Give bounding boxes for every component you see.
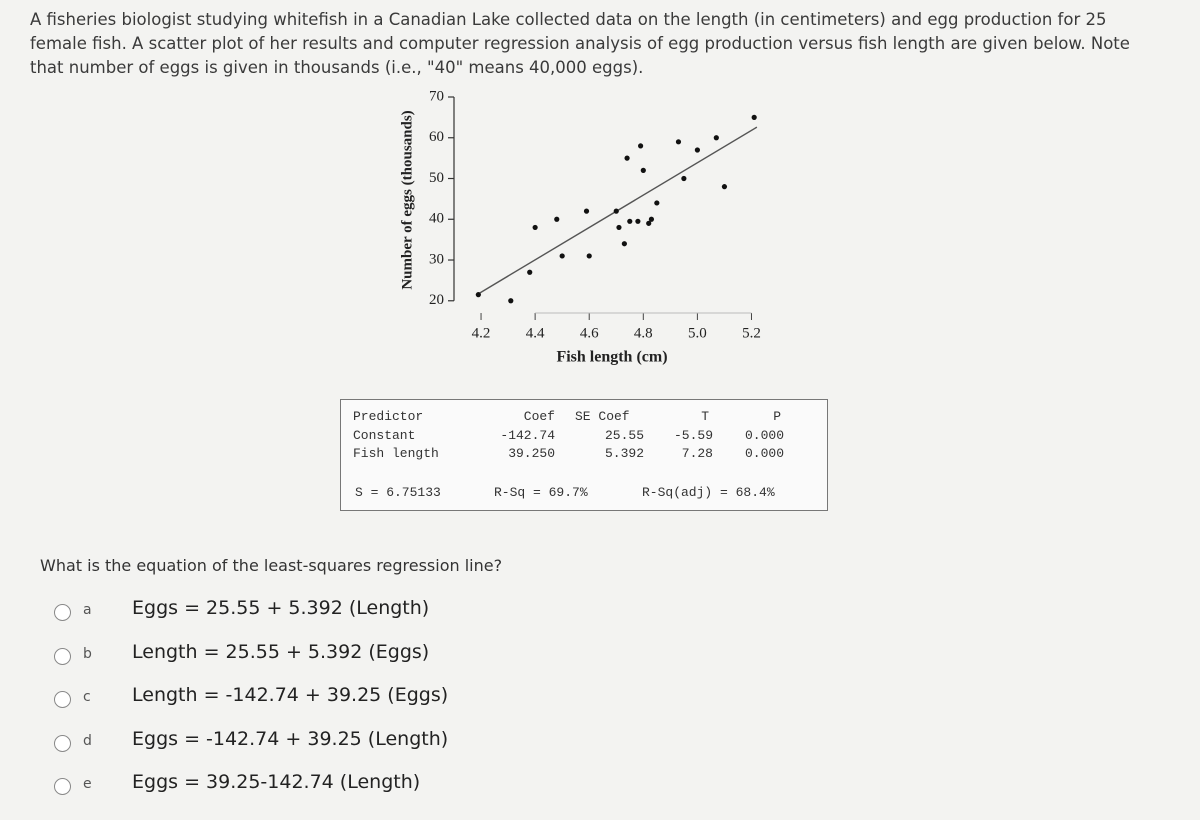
x-tick-label: 4.2 [472,325,491,341]
point [627,218,633,224]
y-axis-label: Number of eggs (thousands) [399,110,415,289]
radio-button[interactable] [54,604,71,621]
table-header: Predictor [353,409,424,424]
table-cell: Fish length [353,446,439,461]
point [640,167,646,173]
y-tick-label: 50 [429,170,444,186]
x-tick-label: 4.6 [580,325,599,341]
table-header: P [773,409,781,424]
point [613,208,619,214]
option-letter: d [83,732,92,749]
table-summary: R-Sq = 69.7% [494,485,588,500]
point [648,216,655,222]
y-tick-label: 20 [429,292,444,308]
y-tick-label: 70 [429,88,444,104]
point [694,147,700,153]
radio-button[interactable] [54,778,71,795]
point [638,143,644,149]
point [624,155,630,161]
option-letter: c [83,689,91,705]
x-tick-label: 4.4 [526,325,545,341]
point [713,135,719,141]
point [681,175,687,182]
option-text[interactable]: Eggs = 25.55 + 5.392 (Length) [132,597,430,619]
table-header: SE Coef [575,409,630,424]
option-letter: b [83,645,92,662]
y-tick-label: 60 [429,129,444,145]
x-axis-label: Fish length (cm) [556,349,667,366]
point [527,269,533,275]
table-cell: Constant [353,428,416,443]
table-cell: -142.74 [500,428,555,443]
radio-button[interactable] [54,647,71,665]
table-header: Coef [523,409,555,424]
table-cell: 0.000 [744,428,784,443]
table-cell: 5.392 [604,446,644,461]
table-cell: 39.250 [508,446,555,461]
option-text[interactable]: Eggs = -142.74 + 39.25 (Length) [132,727,449,750]
point [621,241,627,247]
x-tick-label: 5.0 [688,325,707,341]
table-summary: S = 6.75133 [355,485,441,500]
table-summary: R-Sq(adj) = 68.4% [642,485,775,500]
point [675,139,682,145]
point [559,253,565,259]
radio-button[interactable] [54,734,71,752]
point [508,298,514,304]
point [532,224,538,231]
option-text[interactable]: Length = 25.55 + 5.392 (Eggs) [132,640,430,663]
chart: Number of eggs (thousands) Fish length (… [399,88,761,366]
table-cell: 7.28 [681,446,713,461]
y-tick-label: 30 [429,251,444,267]
point [554,216,560,222]
table-cell: 0.000 [744,446,784,461]
option-letter: a [83,602,92,618]
x-tick-label: 4.8 [634,325,653,341]
point [751,114,757,120]
point [586,253,592,259]
point [475,292,481,298]
x-tick-label: 5.2 [742,325,761,341]
option-letter: e [83,776,92,792]
point [583,208,590,214]
point [635,218,641,224]
question: What is the equation of the least-square… [40,556,503,575]
prompt: A fisheries biologist studying whitefish… [30,10,1130,77]
point [654,200,660,206]
regression-table: Predictor Coef SE Coef T P Constant -142.74 25.… [340,399,828,511]
table-cell: -5.59 [673,428,713,443]
option-text[interactable]: Length = -142.74 + 39.25 (Eggs) [132,684,449,706]
point [616,224,622,231]
table-header: T [701,409,709,424]
point [646,220,652,226]
y-tick-label: 40 [429,211,444,227]
option-text[interactable]: Eggs = 39.25-142.74 (Length) [132,771,421,793]
radio-button[interactable] [54,691,71,708]
table-cell: 25.55 [604,428,644,443]
point [721,184,728,190]
